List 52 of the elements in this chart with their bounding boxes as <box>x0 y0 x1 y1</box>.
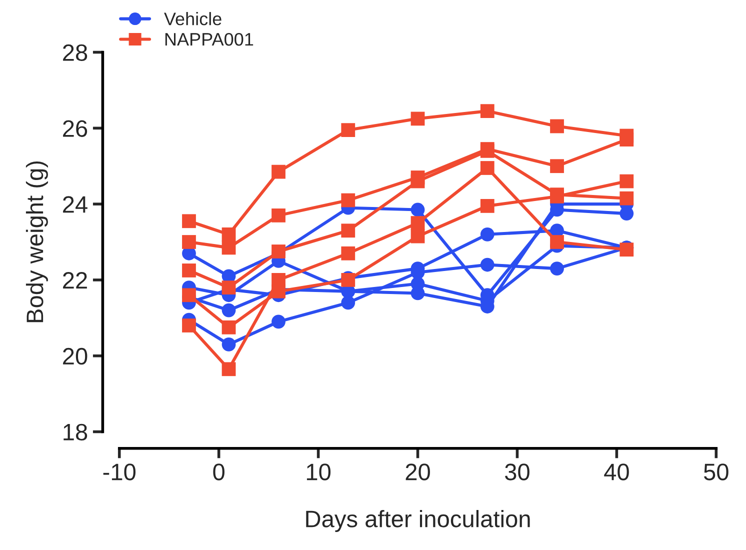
point <box>182 235 196 249</box>
x-tick-label: 20 <box>406 464 430 480</box>
point <box>341 224 356 238</box>
x-tick-label: 40 <box>604 464 629 480</box>
point <box>410 174 425 188</box>
point <box>480 104 494 118</box>
point <box>410 112 425 126</box>
y-tick-label: 24 <box>63 196 88 213</box>
x-tick-label: 10 <box>306 464 330 480</box>
x-tick-label: -10 <box>103 464 136 480</box>
point <box>550 235 564 249</box>
x-tick-label: 50 <box>704 464 728 480</box>
y-tick-label: 26 <box>63 120 88 137</box>
point <box>480 199 494 213</box>
point <box>222 320 236 334</box>
point <box>341 123 356 137</box>
point <box>182 318 196 332</box>
legend-label: Vehicle <box>164 12 222 26</box>
point <box>480 258 494 272</box>
point <box>480 227 494 242</box>
point <box>620 174 634 188</box>
point <box>410 229 425 244</box>
point <box>272 208 286 222</box>
y-tick-label: 18 <box>64 424 88 441</box>
point <box>182 214 196 228</box>
point <box>341 296 356 310</box>
point <box>272 314 286 329</box>
point <box>620 132 634 146</box>
point <box>222 338 236 352</box>
point <box>222 227 236 242</box>
point <box>341 246 356 260</box>
point <box>480 161 494 175</box>
point <box>620 191 634 206</box>
x-axis-title: Days after inoculation <box>306 510 530 532</box>
point <box>410 216 425 230</box>
y-tick-label: 22 <box>63 272 87 289</box>
x-tick-label: 0 <box>213 464 224 480</box>
point <box>550 159 564 174</box>
point <box>222 303 236 318</box>
point <box>272 164 286 179</box>
point <box>222 362 236 376</box>
point <box>550 262 564 276</box>
y-axis-title: Body weight (g) <box>26 161 48 322</box>
point <box>182 264 196 278</box>
point <box>410 202 425 217</box>
legend-label: NAPPA001 <box>165 32 254 46</box>
point <box>550 119 564 134</box>
y-tick-label: 20 <box>63 348 88 365</box>
point <box>222 240 236 255</box>
x-tick-label: 30 <box>504 464 530 480</box>
point <box>341 193 356 208</box>
y-tick-label: 28 <box>63 44 88 62</box>
